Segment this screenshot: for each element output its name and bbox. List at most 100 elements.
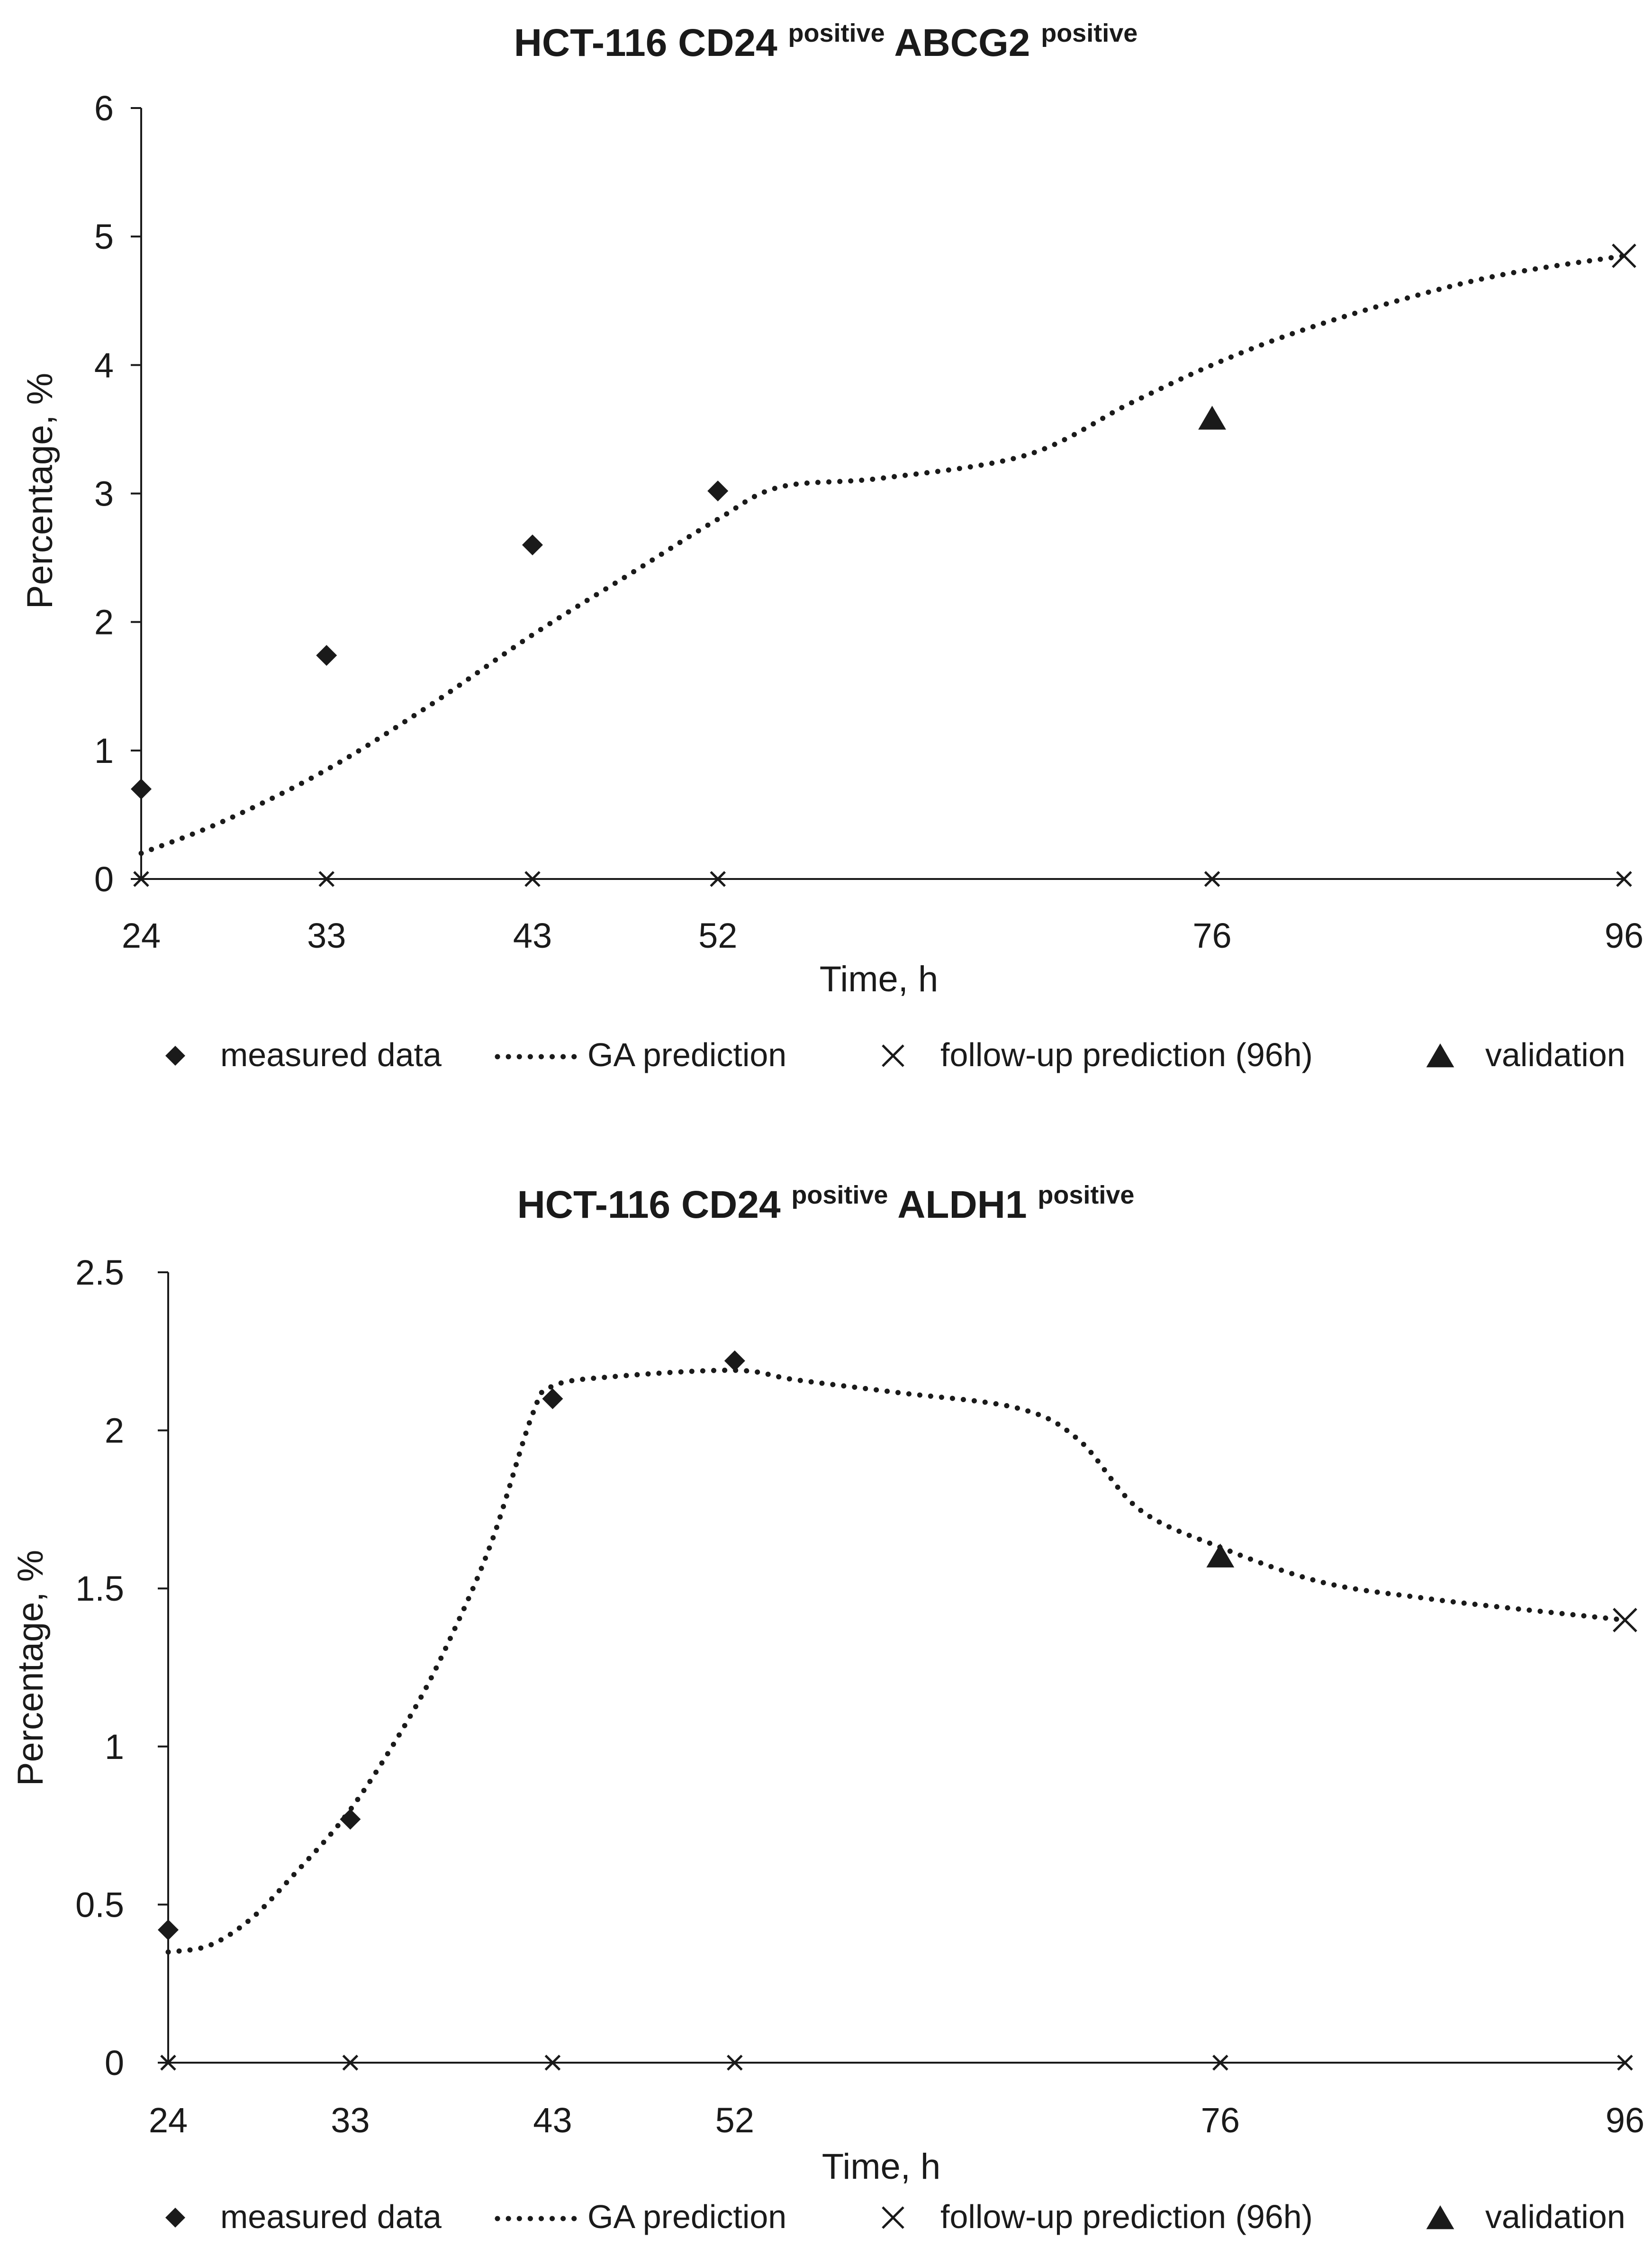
x-mark-stroke [342,2055,359,2071]
legend-label: validation [1485,1036,1625,1073]
x-mark-stroke [1612,244,1636,268]
chart-title: HCT-116 CD24 positive ABCG2 positive [514,19,1138,64]
x-tick-label: 43 [513,916,552,955]
y-axis-title: Percentage, % [10,1550,51,1786]
x-axis-title: Time, h [822,2147,941,2187]
x-tick-label: 96 [1605,916,1643,955]
follow-up-prediction-point [524,871,541,887]
follow-up-prediction-point [727,2055,743,2071]
legend-x-icon [882,2206,904,2229]
x-tick-label: 76 [1192,916,1231,955]
legend-label: validation [1485,2198,1625,2235]
follow-up-prediction-point [1613,1608,1637,1632]
chart-aldh1: HCT-116 CD24 positive ALDH1 positive 0 0.… [10,1181,1644,2235]
x-mark-stroke [1613,1608,1637,1632]
x-axis-title: Time, h [820,959,939,999]
measured-data-point [340,1809,361,1830]
chart-title: HCT-116 CD24 positive ALDH1 positive [517,1181,1135,1226]
y-tick-label: 1.5 [75,1569,124,1608]
validation-point [1206,1543,1235,1567]
y-axis-title: Percentage, % [20,373,60,609]
ga-prediction-line [138,253,1627,856]
x-mark-stroke [524,871,541,887]
axes [158,1271,1625,2064]
follow-up-prediction-point [1612,244,1636,268]
y-tick-label: 0.5 [75,1885,124,1924]
x-mark-stroke [544,2055,561,2071]
x-tick-label: 33 [307,916,346,955]
measured-data-point [316,645,337,666]
x-tick-label: 76 [1201,2101,1240,2140]
y-tick-label: 0 [94,860,114,899]
marker-layer [131,244,1636,887]
x-tick-label: 33 [331,2101,370,2140]
legend-item: GA prediction [495,2198,786,2235]
x-mark-stroke [710,871,726,887]
y-tick-label: 2 [94,603,114,642]
legend-label: measured data [220,1036,442,1073]
legend-item: validation [1426,1036,1625,1073]
x-mark-stroke [1616,871,1632,887]
legend: measured data GA prediction follow-up pred… [165,1036,1625,1073]
title-prefix: HCT-116 CD24 [514,21,777,64]
chart-abcg2: HCT-116 CD24 positive ABCG2 positive 0 1 2… [20,19,1643,1073]
y-tick-label: 5 [94,217,114,256]
x-tick-label: 52 [698,916,737,955]
y-tick-labels: 0 1 2 3 4 5 6 [94,89,114,899]
title-superscript-1: positive [788,19,885,47]
x-mark-stroke [1617,2055,1633,2071]
x-tick-label: 96 [1606,2101,1644,2140]
follow-up-prediction-point [1212,2055,1228,2071]
y-tick-label: 1 [94,731,114,770]
legend-x-icon [882,1044,904,1067]
title-middle: ABCG2 [894,21,1030,64]
x-mark-stroke [1212,2055,1228,2071]
legend-triangle-icon [1426,1043,1454,1068]
follow-up-prediction-point [710,871,726,887]
measured-data-point [724,1350,745,1371]
measured-data-point [158,1919,179,1940]
measured-data-point [542,1388,563,1409]
y-tick-labels: 0 0.5 1 1.5 2 2.5 [75,1253,124,2083]
x-mark-stroke [1204,871,1220,887]
measured-data-point [707,480,729,502]
follow-up-prediction-point [1617,2055,1633,2071]
prediction-line-layer [165,1368,1628,1955]
follow-up-prediction-point [1204,871,1220,887]
legend-item: measured data [165,1036,442,1073]
legend-item: follow-up prediction (96h) [882,2198,1313,2235]
legend: measured data GA prediction follow-up pred… [165,2198,1625,2235]
x-mark-stroke [882,1044,904,1067]
follow-up-prediction-point [318,871,335,887]
y-tick-label: 2 [105,1411,124,1450]
validation-point [1198,406,1226,430]
follow-up-prediction-point [544,2055,561,2071]
y-tick-label: 4 [94,345,114,385]
legend-item: follow-up prediction (96h) [882,1036,1313,1073]
title-prefix: HCT-116 CD24 [517,1183,781,1226]
legend-item: validation [1426,2198,1625,2235]
title-superscript-1: positive [791,1181,888,1209]
axes [131,107,1624,880]
follow-up-prediction-point [160,2055,176,2071]
follow-up-prediction-point [133,871,149,887]
prediction-line-layer [138,253,1627,856]
y-tick-label: 0 [105,2043,124,2083]
title-middle: ALDH1 [897,1183,1027,1226]
x-mark-stroke [133,871,149,887]
follow-up-prediction-point [342,2055,359,2071]
x-mark-stroke [727,2055,743,2071]
marker-layer [158,1350,1637,2071]
legend-diamond-icon [165,2208,185,2228]
title-superscript-2: positive [1038,1181,1134,1209]
x-mark-stroke [318,871,335,887]
ga-prediction-line [165,1368,1628,1955]
legend-label: GA prediction [587,2198,786,2235]
x-tick-label: 24 [149,2101,188,2140]
legend-triangle-icon [1426,2205,1454,2229]
x-tick-label: 52 [715,2101,754,2140]
y-tick-label: 2.5 [75,1253,124,1292]
legend-label: GA prediction [587,1036,786,1073]
legend-diamond-icon [165,1046,185,1066]
